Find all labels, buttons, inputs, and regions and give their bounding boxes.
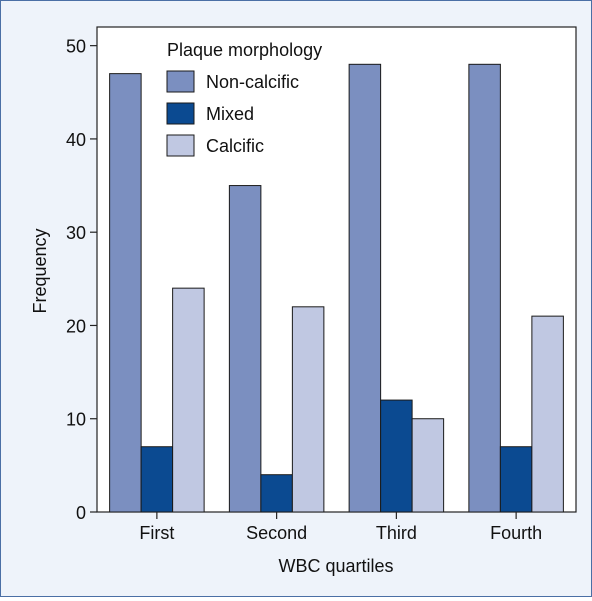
bar-first-mixed (140, 446, 174, 513)
legend-swatch-non-calcific (166, 70, 195, 93)
bars-group (109, 63, 564, 513)
y-axis: 0 10 20 30 40 50 (66, 37, 97, 523)
x-tick-label: Third (376, 523, 417, 543)
legend-label-non-calcific: Non-calcific (206, 72, 299, 92)
y-tick-label: 50 (66, 37, 86, 57)
legend: Plaque morphology Non-calcific Mixed Calci… (166, 40, 322, 157)
y-tick-label: 10 (66, 410, 86, 430)
bar-first-non-calcific (109, 73, 142, 513)
x-axis-label: WBC quartiles (278, 556, 393, 576)
x-tick-label: Second (246, 523, 307, 543)
bar-fourth-calcific (531, 315, 564, 513)
bar-second-non-calcific (228, 185, 262, 513)
x-tick-label: First (139, 523, 174, 543)
plot-area (96, 26, 577, 513)
y-axis-label: Frequency (30, 228, 50, 313)
legend-label-mixed: Mixed (206, 104, 254, 124)
y-tick-label: 0 (76, 503, 86, 523)
bar-fourth-non-calcific (468, 63, 501, 513)
x-tick-label: Fourth (490, 523, 542, 543)
y-tick-label: 20 (66, 316, 86, 336)
legend-title: Plaque morphology (167, 40, 322, 60)
bar-third-mixed (380, 399, 413, 513)
bar-second-mixed (260, 474, 293, 513)
y-tick-label: 40 (66, 130, 86, 150)
bar-third-non-calcific (348, 63, 382, 513)
x-axis: First Second Third Fourth (139, 512, 542, 543)
bar-third-calcific (411, 418, 445, 513)
bar-first-calcific (172, 287, 205, 513)
bar-fourth-mixed (499, 446, 533, 513)
legend-label-calcific: Calcific (206, 136, 264, 156)
bar-second-calcific (291, 306, 325, 513)
legend-swatch-mixed (166, 102, 195, 125)
legend-swatch-calcific (166, 134, 195, 157)
y-tick-label: 30 (66, 223, 86, 243)
